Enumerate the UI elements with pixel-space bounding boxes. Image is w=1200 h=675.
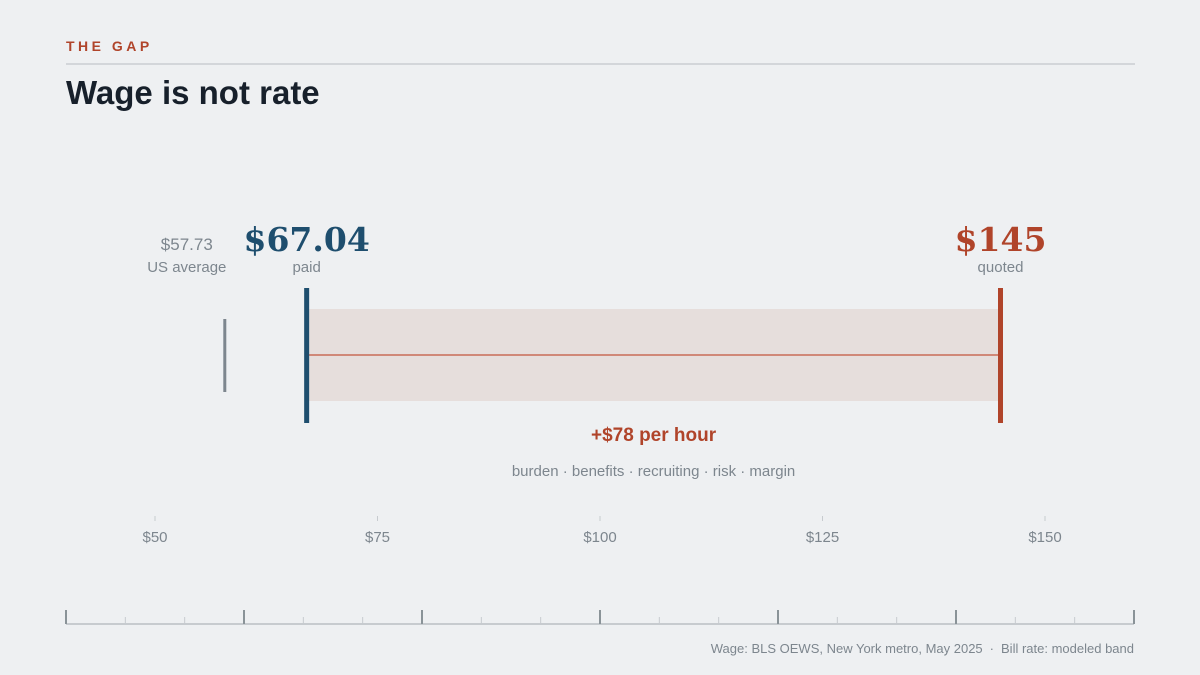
gap-components: burden · benefits · recruiting · risk · …: [512, 463, 795, 480]
source-separator: ·: [989, 641, 995, 656]
paid-value: $67.04: [244, 220, 370, 259]
axis-tick-label: $150: [1028, 529, 1061, 546]
us-average-value: $57.73: [161, 235, 213, 254]
us-average-label: US average: [147, 259, 226, 276]
axis-tick-label: $100: [583, 529, 616, 546]
bill-source: Bill rate: modeled band: [1001, 641, 1134, 656]
paid-label: paid: [292, 259, 320, 276]
gap-label: +$78 per hour: [591, 425, 717, 446]
source-note: Wage: BLS OEWS, New York metro, May 2025…: [711, 641, 1134, 656]
section-kicker: THE GAP: [66, 38, 153, 54]
header-divider: [66, 63, 1135, 65]
chart-title: Wage is not rate: [66, 74, 320, 111]
axis-tick-label: $75: [365, 529, 390, 546]
wage-source: Wage: BLS OEWS, New York metro, May 2025: [710, 641, 983, 656]
quoted-label: quoted: [978, 259, 1024, 276]
axis-tick-label: $50: [142, 529, 167, 546]
axis-tick-label: $125: [806, 529, 839, 546]
quoted-value: $145: [955, 220, 1047, 259]
